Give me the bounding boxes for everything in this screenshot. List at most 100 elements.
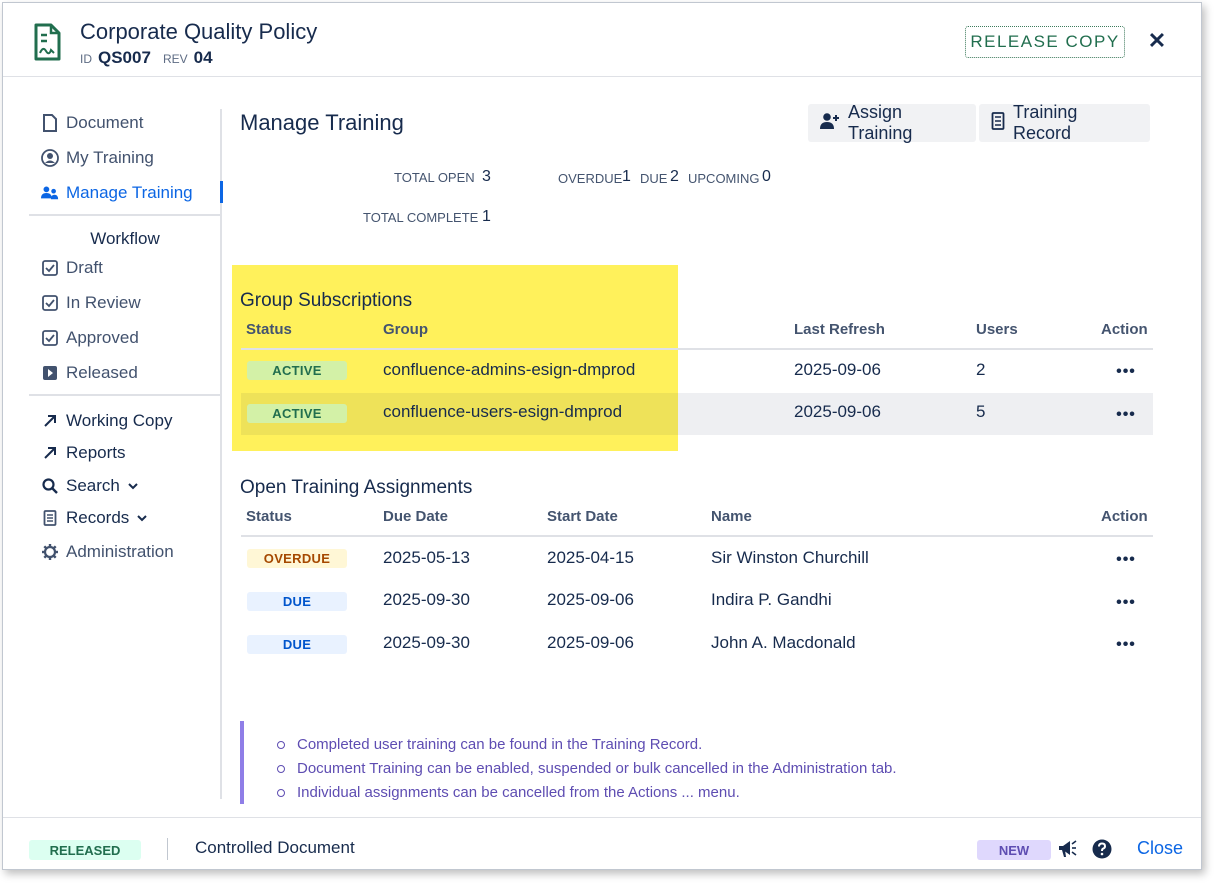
footer-divider xyxy=(167,838,168,860)
release-copy-button[interactable]: RELEASE COPY xyxy=(965,26,1125,58)
column-header: Name xyxy=(711,508,752,525)
megaphone-icon[interactable] xyxy=(1057,837,1077,859)
sidebar-item-label: Reports xyxy=(66,443,126,462)
released-status-badge: RELEASED xyxy=(29,840,141,860)
user-count: 5 xyxy=(976,402,986,421)
gear-icon xyxy=(41,543,59,561)
training-record-label: Training Record xyxy=(1013,102,1078,143)
records-icon xyxy=(41,509,59,527)
document-icon xyxy=(34,23,61,61)
sidebar-item-label: Approved xyxy=(66,328,139,347)
sidebar-item-my-training[interactable]: My Training xyxy=(41,148,154,168)
sidebar-item-working-copy[interactable]: Working Copy xyxy=(41,411,172,431)
sidebar-item-label: Draft xyxy=(66,258,103,277)
document-type-label: Controlled Document xyxy=(195,838,355,857)
overdue-label: OVERDUE xyxy=(558,171,623,186)
sidebar-item-reports[interactable]: Reports xyxy=(41,443,126,463)
status-badge: ACTIVE xyxy=(247,361,347,380)
user-count: 2 xyxy=(976,360,986,379)
due-label: DUE xyxy=(640,171,668,186)
sidebar-item-manage-training[interactable]: Manage Training xyxy=(41,183,193,203)
more-actions-icon[interactable]: ••• xyxy=(1116,594,1136,611)
group-name: confluence-admins-esign-dmprod xyxy=(383,360,636,379)
open-assignments-title: Open Training Assignments xyxy=(240,477,473,498)
sidebar-item-label: In Review xyxy=(66,293,141,312)
sidebar-item-in-review[interactable]: In Review xyxy=(41,293,141,313)
sidebar-item-approved[interactable]: Approved xyxy=(41,328,139,348)
play-icon xyxy=(41,364,59,382)
new-badge[interactable]: NEW xyxy=(977,840,1051,860)
status-badge: OVERDUE xyxy=(247,549,347,568)
id-value: QS007 xyxy=(98,48,151,67)
total-open-label: TOTAL OPEN xyxy=(394,170,475,185)
sidebar-item-label: Administration xyxy=(66,542,174,561)
column-header: Status xyxy=(246,508,292,525)
sidebar-item-label: Document xyxy=(66,113,144,132)
close-button[interactable]: Close xyxy=(1137,838,1184,858)
sidebar-item-draft[interactable]: Draft xyxy=(41,258,103,278)
dialog-header: Corporate Quality Policy ID QS007 REV 04… xyxy=(3,3,1201,77)
column-header: Last Refresh xyxy=(794,321,885,338)
column-header: Status xyxy=(246,321,292,338)
table-header-rule xyxy=(241,535,1153,537)
workflow-heading: Workflow xyxy=(90,229,160,248)
checkbox-icon xyxy=(41,259,59,277)
document-dialog: Corporate Quality Policy ID QS007 REV 04… xyxy=(2,2,1202,870)
sidebar-item-records[interactable]: Records xyxy=(41,508,148,528)
rev-value: 04 xyxy=(193,48,213,67)
note-item: Individual assignments can be cancelled … xyxy=(277,781,897,805)
sidebar-item-label: My Training xyxy=(66,148,154,167)
sidebar-item-label: Search xyxy=(66,476,120,495)
sidebar-item-label: Records xyxy=(66,508,130,527)
start-date: 2025-04-15 xyxy=(547,548,634,567)
rev-label: REV xyxy=(162,52,188,66)
assign-training-label: Assign Training xyxy=(848,102,913,143)
sidebar-item-released[interactable]: Released xyxy=(41,363,138,383)
sidebar-separator xyxy=(29,214,221,216)
table-header-rule xyxy=(241,348,1153,350)
sidebar-item-label: Working Copy xyxy=(66,411,173,430)
sidebar-item-administration[interactable]: Administration xyxy=(41,542,174,562)
row-hover-bg xyxy=(241,393,1153,435)
assignee-name: Sir Winston Churchill xyxy=(711,548,869,567)
sidebar-divider xyxy=(220,109,222,799)
dialog-footer: RELEASED Controlled Document NEW Close xyxy=(3,817,1201,871)
arrow-up-right-icon xyxy=(41,412,59,430)
note-item: Completed user training can be found in … xyxy=(277,733,897,757)
assignee-name: Indira P. Gandhi xyxy=(711,590,832,609)
close-icon[interactable]: ✕ xyxy=(1147,28,1167,53)
assignee-name: John A. Macdonald xyxy=(711,633,856,652)
more-actions-icon[interactable]: ••• xyxy=(1116,551,1136,568)
sidebar-item-label: Manage Training xyxy=(66,183,193,202)
sidebar-item-document[interactable]: Document xyxy=(41,113,143,133)
status-badge: ACTIVE xyxy=(247,404,347,423)
sidebar-item-search[interactable]: Search xyxy=(41,476,139,496)
assign-training-button[interactable]: Assign Training xyxy=(808,102,976,143)
training-record-button[interactable]: Training Record xyxy=(979,102,1150,143)
due-date: 2025-09-30 xyxy=(383,633,470,652)
overdue-value: 1 xyxy=(622,168,631,185)
last-refresh: 2025-09-06 xyxy=(794,360,881,379)
page-title: Corporate Quality Policy xyxy=(80,19,318,44)
column-header: Group xyxy=(383,321,428,338)
arrow-up-right-icon xyxy=(41,444,59,462)
more-actions-icon[interactable]: ••• xyxy=(1116,636,1136,653)
total-complete-value: 1 xyxy=(482,208,491,225)
column-header: Action xyxy=(1101,508,1148,525)
group-subscriptions-title: Group Subscriptions xyxy=(240,290,413,311)
checkbox-icon xyxy=(41,294,59,312)
more-actions-icon[interactable]: ••• xyxy=(1116,406,1136,423)
status-badge: DUE xyxy=(247,592,347,611)
note-item: Document Training can be enabled, suspen… xyxy=(277,757,897,781)
more-actions-icon[interactable]: ••• xyxy=(1116,363,1136,380)
add-user-icon xyxy=(820,112,840,135)
total-open-value: 3 xyxy=(482,168,491,185)
upcoming-value: 0 xyxy=(762,168,771,185)
column-header: Due Date xyxy=(383,508,449,525)
column-header: Users xyxy=(976,321,1018,338)
help-icon[interactable] xyxy=(1092,839,1112,859)
column-header: Start Date xyxy=(547,508,618,525)
search-icon xyxy=(41,477,59,495)
due-date: 2025-09-30 xyxy=(383,590,470,609)
active-indicator xyxy=(220,181,223,203)
